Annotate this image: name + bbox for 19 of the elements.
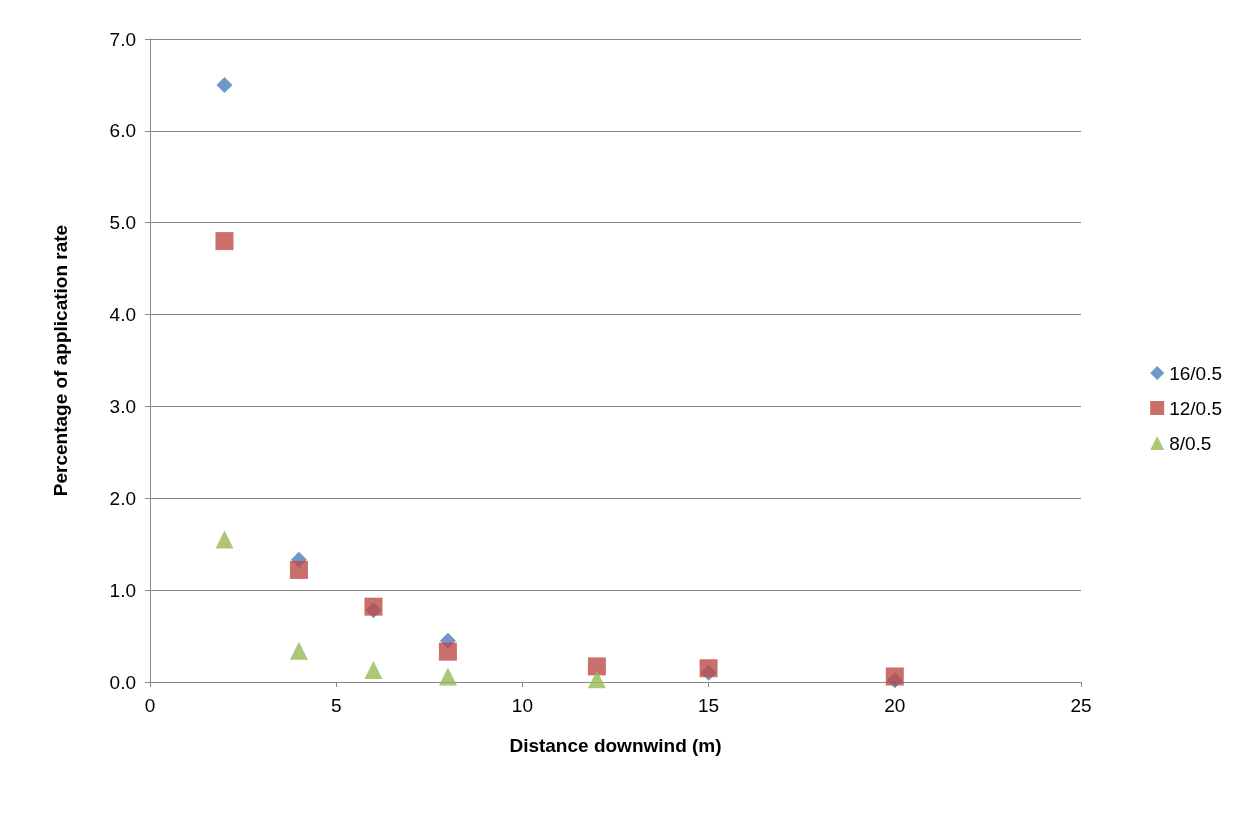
x-tick-label: 20 xyxy=(884,695,906,716)
legend-label: 12/0.5 xyxy=(1169,397,1222,419)
y-tick-label: 5.0 xyxy=(109,212,136,234)
x-tick-label: 10 xyxy=(511,695,533,716)
y-tick-label: 0.0 xyxy=(109,671,136,693)
y-tick-label: 3.0 xyxy=(109,395,136,417)
x-tick-label: 25 xyxy=(1070,695,1092,716)
y-tick-label: 7.0 xyxy=(109,28,136,50)
y-tick-label: 2.0 xyxy=(109,487,136,509)
x-axis-title: Distance downwind (m) xyxy=(509,735,722,756)
x-tick-label: 15 xyxy=(698,695,720,716)
x-tick-label: 0 xyxy=(144,695,156,716)
y-tick-label: 1.0 xyxy=(109,579,136,601)
y-tick-label: 6.0 xyxy=(109,120,136,142)
legend-label: 8/0.5 xyxy=(1169,432,1212,454)
legend-label: 16/0.5 xyxy=(1169,362,1222,384)
y-tick-label: 4.0 xyxy=(109,304,136,326)
x-tick-label: 5 xyxy=(330,695,342,716)
y-axis-title: Percentage of application rate xyxy=(50,224,71,497)
